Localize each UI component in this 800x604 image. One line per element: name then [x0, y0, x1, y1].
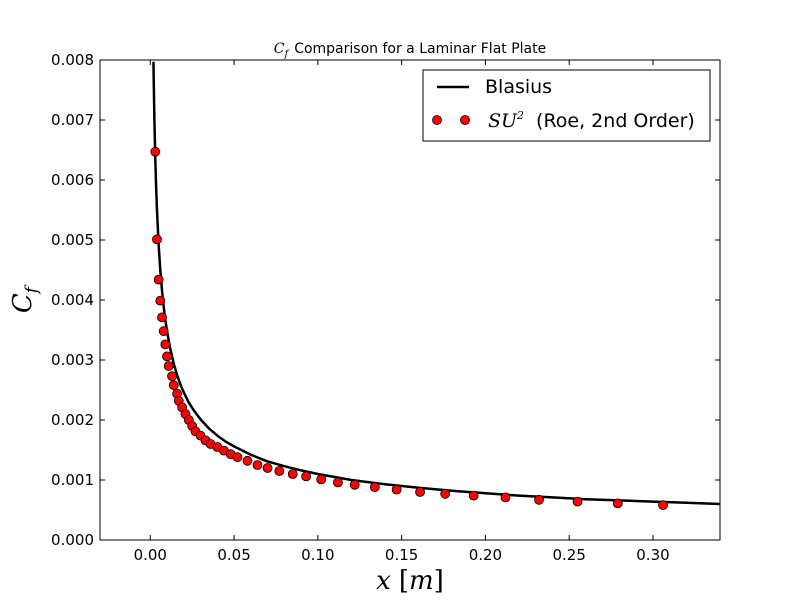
- y-axis-label: Cf: [8, 284, 42, 313]
- y-tick-label: 0.007: [51, 111, 94, 129]
- series-point-su2: [157, 312, 167, 323]
- legend-label-su2-text: (Roe, 2nd Order): [536, 110, 695, 132]
- x-tick-label: 0.20: [469, 546, 502, 564]
- series-point-su2: [349, 479, 360, 490]
- series-point-su2: [262, 463, 273, 473]
- series-point-su2: [167, 371, 177, 382]
- series-line-blasius: [152, 61, 720, 506]
- series-point-su2: [612, 498, 623, 509]
- ticks-layer: [100, 59, 720, 541]
- x-axis-label-close: ]: [434, 566, 444, 596]
- y-tick-label: 0.006: [51, 171, 94, 189]
- series-point-su2: [287, 469, 298, 479]
- series-point-su2: [150, 146, 161, 157]
- legend-label-su2-math: SU: [488, 110, 518, 132]
- y-tick-label: 0.004: [51, 291, 94, 309]
- series-point-su2: [415, 487, 425, 497]
- series-point-su2: [232, 452, 243, 463]
- series-point-su2: [333, 477, 343, 488]
- legend-box: [422, 69, 711, 142]
- y-tick-label: 0.001: [51, 471, 94, 489]
- chart-title-math: C: [274, 41, 285, 57]
- legend-label-su2: SU2 (Roe, 2nd Order): [488, 109, 695, 132]
- y-tick-label: 0.003: [51, 351, 94, 369]
- series-point-su2: [163, 361, 174, 371]
- legend-label-blasius: Blasius: [485, 76, 552, 98]
- x-tick-label: 0.05: [217, 546, 250, 564]
- x-axis-label-open: [: [399, 566, 409, 596]
- x-axis-label-unit: m: [409, 566, 434, 596]
- chart-title-subscript: f: [283, 49, 290, 60]
- series-point-su2: [242, 455, 253, 466]
- series-point-su2: [153, 274, 164, 285]
- y-tick-label: 0.002: [51, 411, 94, 429]
- series-point-su2: [160, 339, 171, 350]
- x-tick-label: 0.00: [134, 546, 167, 564]
- y-tick-label: 0.000: [51, 531, 94, 549]
- series-point-su2: [155, 295, 166, 306]
- series-point-su2: [500, 492, 511, 503]
- x-axis-label: x [m]: [376, 566, 444, 596]
- x-axis-label-var: x: [376, 566, 391, 596]
- legend-label-su2-sup: 2: [516, 109, 524, 122]
- chart-title: Cf Comparison for a Laminar Flat Plate: [274, 41, 546, 60]
- series-point-su2: [369, 482, 380, 493]
- y-tick-label: 0.008: [51, 51, 94, 69]
- series-point-su2: [658, 500, 668, 511]
- series-point-su2: [168, 380, 179, 391]
- x-tick-label: 0.10: [301, 546, 334, 564]
- series-point-su2: [391, 484, 402, 495]
- series-point-su2: [534, 494, 544, 505]
- legend: Blasius SU2 (Roe, 2nd Order): [422, 69, 711, 142]
- y-axis-label-math: C: [8, 293, 38, 313]
- y-axis-label-subscript: f: [22, 284, 42, 295]
- legend-marker-1: [432, 115, 442, 125]
- legend-marker-2: [460, 115, 470, 125]
- chart-title-text: Comparison for a Laminar Flat Plate: [294, 41, 546, 57]
- series-point-su2: [252, 460, 263, 470]
- x-tick-label: 0.30: [636, 546, 669, 564]
- series-point-su2: [468, 490, 479, 501]
- series-layer: [150, 61, 720, 511]
- tick-labels-layer: 0.00 0.05 0.10 0.15 0.20 0.25 0.30 0.000 0.001 0.…: [51, 51, 670, 564]
- series-point-su2: [572, 496, 583, 507]
- series-point-su2: [162, 351, 172, 362]
- series-point-su2: [440, 488, 451, 499]
- x-tick-label: 0.25: [552, 546, 585, 564]
- series-point-su2: [301, 471, 312, 482]
- series-point-su2: [152, 234, 162, 245]
- x-tick-label: 0.15: [385, 546, 418, 564]
- series-point-su2: [158, 326, 169, 337]
- y-tick-label: 0.005: [51, 231, 94, 249]
- series-point-su2: [316, 474, 327, 485]
- series-point-su2: [274, 466, 285, 476]
